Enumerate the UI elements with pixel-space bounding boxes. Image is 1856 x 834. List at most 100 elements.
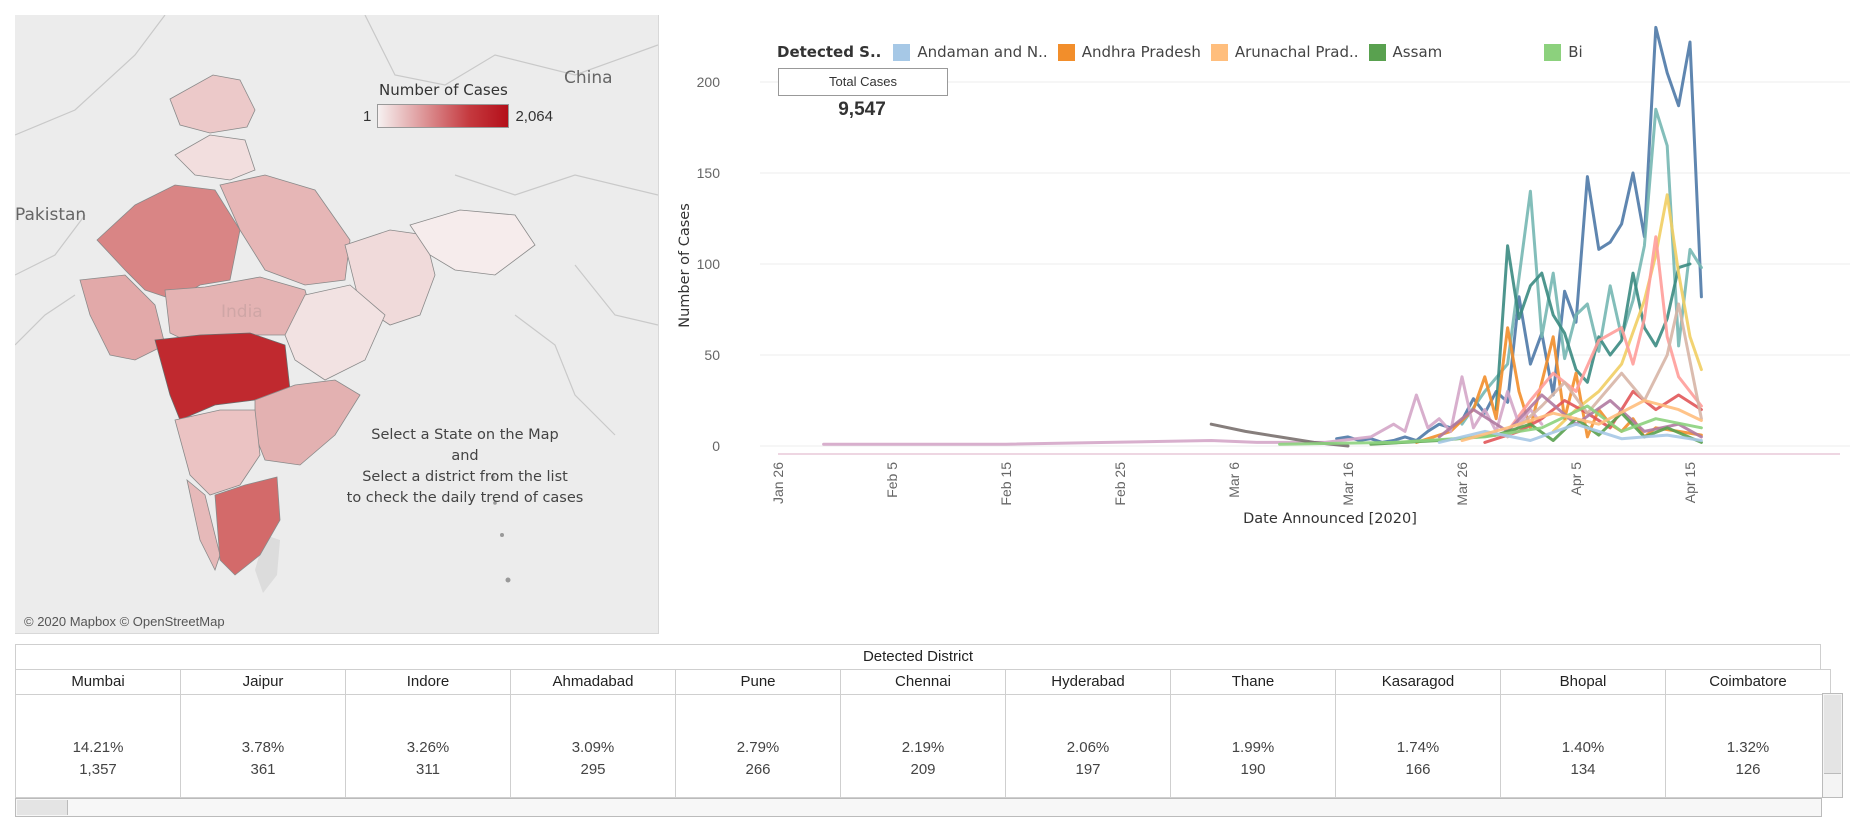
legend-gradient-bar (377, 104, 510, 128)
india-choropleth-map[interactable]: Pakistan China India Number of Cases 1 2… (15, 15, 659, 634)
district-values[interactable]: 2.79% 266 (676, 695, 840, 797)
district-percent: 2.19% (901, 739, 945, 756)
gujarat-region (79, 274, 166, 361)
district-name[interactable]: Jaipur (181, 669, 345, 695)
x-tick-label: Feb 15 (998, 462, 1014, 506)
x-tick-label: Feb 5 (884, 462, 900, 498)
map-label-china: China (564, 68, 613, 88)
legend-item[interactable]: Bi (1544, 43, 1583, 61)
district-column[interactable]: Thane 1.99% 190 (1171, 669, 1336, 798)
district-name[interactable]: Coimbatore (1666, 669, 1830, 695)
series-line (1437, 422, 1703, 444)
instruction-line: Select a district from the list (362, 469, 568, 485)
daily-cases-chart[interactable]: 0 50 100 150 200 Jan 26 Feb 5 Feb 15 Feb 25 Mar 6… (660, 15, 1856, 635)
total-cases-value: 9,547 (838, 99, 886, 120)
district-name[interactable]: Pune (676, 669, 840, 695)
map-color-legend: Number of Cases 1 2,064 (363, 81, 553, 128)
district-table[interactable]: Detected District Mumbai 14.21% 1,357 Jaip… (15, 644, 1843, 817)
legend-item[interactable]: Assam (1368, 43, 1442, 61)
district-column[interactable]: Bhopal 1.40% 134 (1501, 669, 1666, 798)
district-values[interactable]: 3.26% 311 (346, 695, 510, 797)
district-count: 266 (745, 761, 771, 778)
district-values[interactable]: 14.21% 1,357 (16, 695, 180, 797)
legend-item-label: Bi (1568, 43, 1583, 61)
district-name[interactable]: Indore (346, 669, 510, 695)
district-count: 134 (1570, 761, 1596, 778)
x-axis-title: Date Announced [2020] (1243, 511, 1417, 527)
district-percent: 1.32% (1726, 739, 1770, 756)
series-line (1506, 302, 1703, 439)
district-percent: 3.09% (571, 739, 615, 756)
total-cases-label: Total Cases (778, 68, 948, 96)
legend-scale-row: 1 2,064 (363, 104, 553, 128)
map-canvas[interactable] (15, 15, 658, 633)
district-column[interactable]: Mumbai 14.21% 1,357 (16, 669, 181, 798)
district-values[interactable]: 3.78% 361 (181, 695, 345, 797)
legend-swatch (1057, 43, 1075, 61)
district-column[interactable]: Kasaragod 1.74% 166 (1336, 669, 1501, 798)
district-column[interactable]: Hyderabad 2.06% 197 (1006, 669, 1171, 798)
district-percent: 14.21% (72, 739, 124, 756)
district-name[interactable]: Thane (1171, 669, 1335, 695)
district-column[interactable]: Ahmadabad 3.09% 295 (511, 669, 676, 798)
legend-swatch (893, 43, 911, 61)
district-count: 295 (580, 761, 606, 778)
tamil-nadu-region (214, 476, 281, 576)
kerala-region (186, 478, 221, 572)
district-count: 209 (910, 761, 936, 778)
district-values[interactable]: 1.74% 166 (1336, 695, 1500, 797)
horizontal-scrollbar[interactable] (15, 798, 1822, 817)
map-label-india: India (221, 302, 263, 322)
horizontal-scroll-thumb[interactable] (17, 800, 68, 815)
district-column[interactable]: Jaipur 3.78% 361 (181, 669, 346, 798)
district-values[interactable]: 3.09% 295 (511, 695, 675, 797)
map-label-pakistan: Pakistan (15, 205, 87, 225)
legend-swatch (1368, 43, 1386, 61)
y-tick-label: 0 (712, 438, 720, 454)
north-states-region (174, 134, 256, 181)
district-name[interactable]: Hyderabad (1006, 669, 1170, 695)
legend-item[interactable]: Andaman and N.. (893, 43, 1048, 61)
district-column[interactable]: Chennai 2.19% 209 (841, 669, 1006, 798)
district-columns[interactable]: Mumbai 14.21% 1,357 Jaipur 3.78% 361 Indore 3… (15, 669, 1831, 798)
instruction-line: to check the daily trend of cases (346, 490, 584, 506)
district-values[interactable]: 1.40% 134 (1501, 695, 1665, 797)
x-tick-label: Jan 26 (770, 462, 786, 504)
northeast-region (409, 209, 536, 276)
uttar-pradesh-region (219, 174, 351, 286)
district-column[interactable]: Indore 3.26% 311 (346, 669, 511, 798)
district-percent: 1.74% (1396, 739, 1440, 756)
district-name[interactable]: Mumbai (16, 669, 180, 695)
legend-item[interactable]: Andhra Pradesh (1057, 43, 1201, 61)
district-values[interactable]: 2.06% 197 (1006, 695, 1170, 797)
state-legend: Detected S.. Andaman and N.. Andhra Prad… (777, 41, 1593, 63)
district-name[interactable]: Chennai (841, 669, 1005, 695)
jammu-kashmir-region (169, 74, 256, 134)
vertical-scrollbar[interactable] (1822, 693, 1843, 798)
instruction-line: and (451, 448, 479, 464)
series-line (1460, 399, 1703, 442)
series-line (1460, 107, 1703, 426)
map-instructions: Select a State on the Map and Select a d… (315, 425, 615, 509)
district-column[interactable]: Coimbatore 1.32% 126 (1666, 669, 1831, 798)
x-tick-label: Apr 5 (1568, 462, 1584, 496)
district-values[interactable]: 1.32% 126 (1666, 695, 1830, 797)
district-count: 126 (1735, 761, 1761, 778)
district-name[interactable]: Ahmadabad (511, 669, 675, 695)
district-values[interactable]: 1.99% 190 (1171, 695, 1335, 797)
legend-item-label: Arunachal Prad.. (1234, 43, 1359, 61)
line-chart-svg[interactable]: 0 50 100 150 200 Jan 26 Feb 5 Feb 15 Feb 25 Mar 6… (660, 15, 1856, 635)
district-name[interactable]: Bhopal (1501, 669, 1665, 695)
district-column[interactable]: Pune 2.79% 266 (676, 669, 841, 798)
district-count: 197 (1075, 761, 1101, 778)
legend-item[interactable]: Arunachal Prad.. (1210, 43, 1359, 61)
legend-heading: Detected S.. (777, 43, 882, 61)
y-tick-label: 50 (704, 347, 720, 363)
vertical-scroll-thumb[interactable] (1824, 695, 1841, 774)
y-tick-label: 200 (697, 74, 721, 90)
district-values[interactable]: 2.19% 209 (841, 695, 1005, 797)
district-percent: 3.26% (406, 739, 450, 756)
y-axis-title: Number of Cases (677, 203, 693, 327)
district-name[interactable]: Kasaragod (1336, 669, 1500, 695)
series-line (822, 375, 1544, 446)
